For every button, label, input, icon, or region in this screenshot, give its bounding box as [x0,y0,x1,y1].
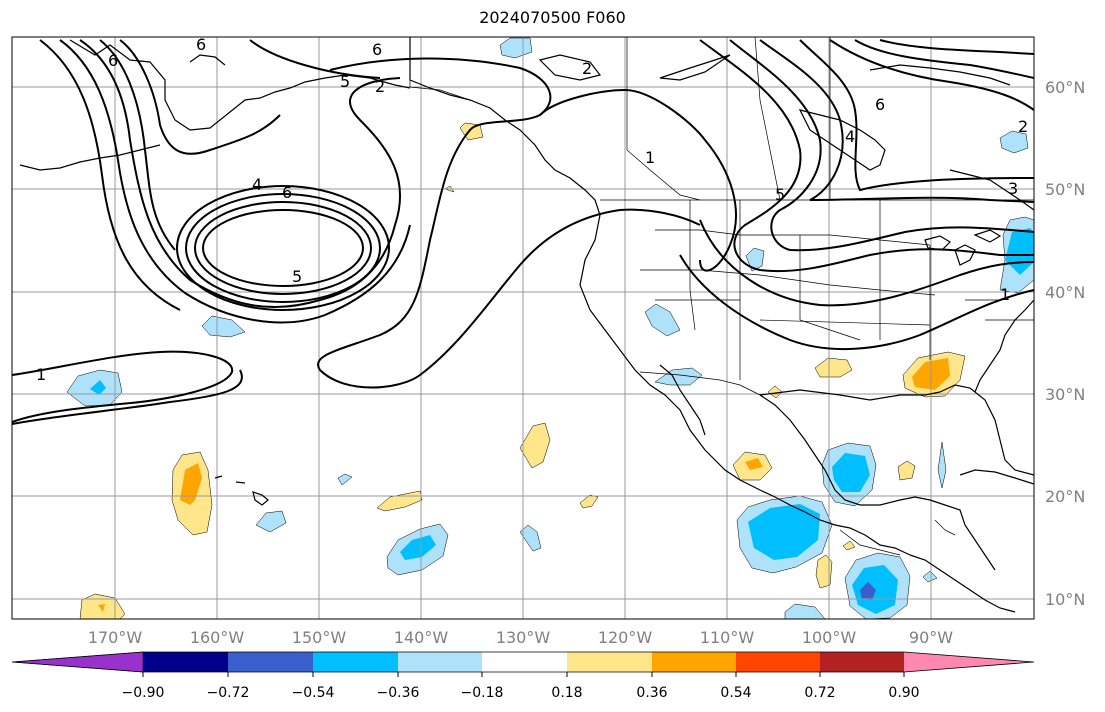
anomaly-fill [400,535,436,560]
colorbar-segment [313,652,398,672]
anomaly-fill [815,554,833,589]
anomaly-fill [832,453,870,492]
contour-label: 5 [775,185,785,204]
contour-label: 6 [372,40,382,59]
colorbar-tick-label: −0.18 [461,685,504,701]
contour-labels: 1 4 6 5 6 5 2 6 6 2 1 5 4 6 3 2 1 [36,35,1028,384]
colorbar-tick-label: −0.90 [122,685,165,701]
anomaly-fill [745,458,763,470]
anomaly-fill [748,504,820,560]
contour-label: 4 [252,175,262,194]
lat-tick-label: 60°N [1045,78,1085,97]
contour-label: 6 [108,51,118,70]
colorbar-segment [820,652,904,672]
contour-label: 1 [1000,285,1010,304]
colorbar-tick-label: 0.90 [888,685,919,701]
anomaly-fill [842,540,856,551]
lon-tick-label: 150°W [292,628,347,647]
anomaly-fill [499,37,533,59]
contour-label: 1 [645,148,655,167]
anomaly-fill [784,603,826,619]
lat-tick-label: 20°N [1045,487,1085,506]
anomaly-fill [814,357,853,378]
anomaly-fill [98,604,105,612]
anomaly-fill [860,582,876,600]
anomaly-fill [644,303,681,337]
anomaly-fill [201,315,246,338]
lon-tick-label: 100°W [802,628,857,647]
colorbar-tick-label: −0.36 [377,685,420,701]
contour-label: 1 [36,365,46,384]
anomaly-fill [897,460,916,481]
colorbar-segment [567,652,652,672]
colorbar-tick-label: 0.72 [804,685,835,701]
lon-tick-label: 170°W [88,628,143,647]
anomaly-fill [999,130,1029,154]
anomaly-fill [654,367,703,386]
lat-axis: 60°N 50°N 40°N 30°N 20°N 10°N [1045,78,1085,609]
colorbar-tick-label: 0.18 [551,685,582,701]
anomaly-fill [255,510,287,533]
lon-tick-label: 130°W [496,628,551,647]
anomaly-fill [519,524,542,552]
colorbar-segment [736,652,820,672]
contour-label: 3 [1008,179,1018,198]
lon-tick-label: 160°W [190,628,245,647]
negative-anomaly-fills [66,37,1034,619]
contour-label: 4 [845,127,855,146]
anomaly-fill [90,380,106,395]
map-frame [11,36,1035,620]
contour-label: 6 [875,95,885,114]
lat-tick-label: 10°N [1045,590,1085,609]
anomaly-fill [180,463,202,505]
graticule [12,37,1034,619]
lon-tick-label: 120°W [598,628,653,647]
chart-title: 2024070500 F060 [479,8,626,27]
anomaly-fill [519,422,551,469]
colorbar-segment [228,652,313,672]
contour-label: 2 [582,59,592,78]
colorbar-segment [482,652,567,672]
lon-tick-label: 140°W [394,628,449,647]
lat-tick-label: 50°N [1045,180,1085,199]
lat-tick-label: 30°N [1045,385,1085,404]
lon-tick-label: 90°W [909,628,953,647]
colorbar-segment [11,651,144,673]
contour-label: 5 [340,72,350,91]
contour-label: 2 [375,77,385,96]
lon-tick-label: 110°W [700,628,755,647]
colorbar-segment [904,652,1034,672]
coastlines [19,37,1034,613]
colorbar-tick-label: −0.72 [207,685,250,701]
anomaly-fill [745,247,765,272]
anomaly-fill [937,441,947,489]
colorbar-tick-label: 0.54 [720,685,751,701]
contour-label: 2 [1018,117,1028,136]
height-contours [12,39,1034,425]
anomaly-fill [922,570,938,583]
lat-tick-label: 40°N [1045,283,1085,302]
anomaly-fill [337,473,353,486]
lon-axis: 170°W 160°W 150°W 140°W 130°W 120°W 110°… [88,628,953,647]
colorbar-segment [398,652,482,672]
colorbar-tick-label: 0.36 [636,685,667,701]
colorbar-tick-label: −0.54 [292,685,335,701]
colorbar-segment [143,652,228,672]
contour-label: 6 [282,183,292,202]
colorbar: −0.90 −0.72 −0.54 −0.36 −0.18 0.18 0.36 … [11,651,1035,701]
colorbar-segment [652,652,736,672]
contour-label: 5 [292,267,302,286]
contour-label: 6 [196,35,206,54]
